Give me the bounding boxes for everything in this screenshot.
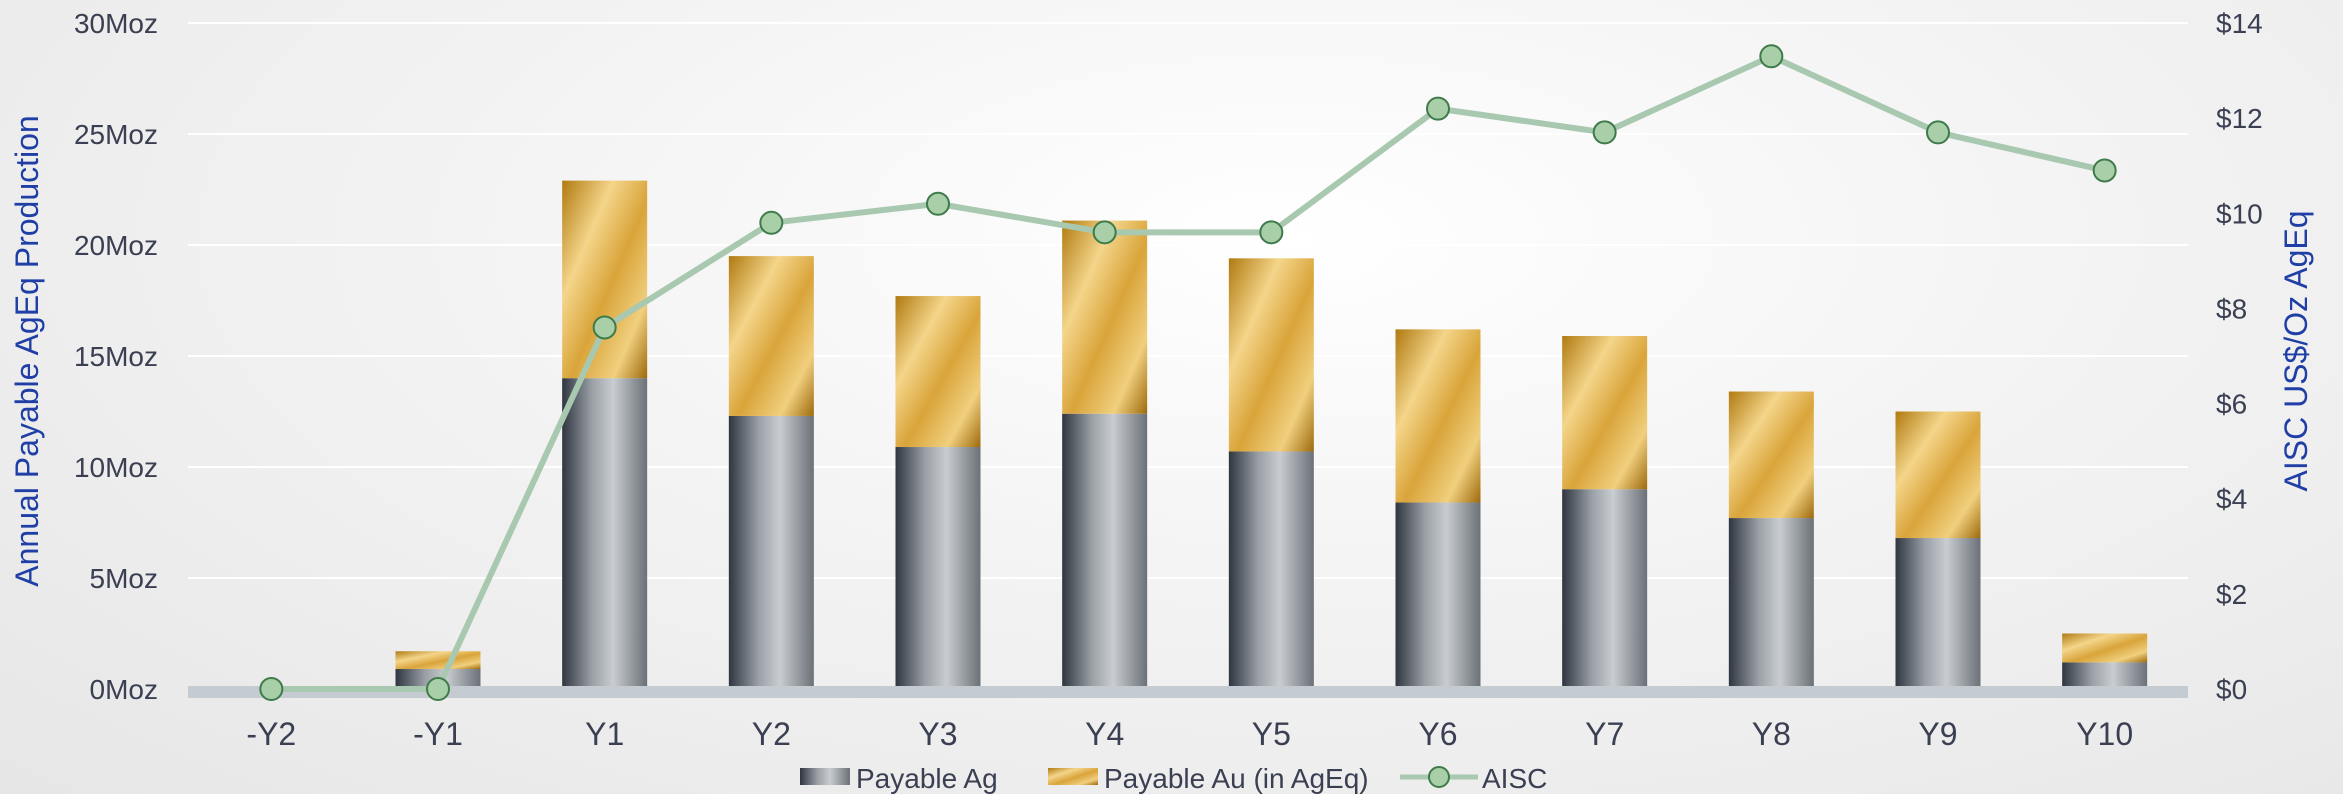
left-tick-label: 15Moz <box>74 341 158 372</box>
x-tick-label: Y6 <box>1418 716 1457 752</box>
bars <box>395 180 2148 689</box>
x-tick-label: -Y2 <box>246 716 296 752</box>
aisc-marker <box>1759 44 1784 69</box>
left-tick-label: 25Moz <box>74 119 158 150</box>
aisc-marker <box>1092 220 1117 245</box>
aisc-marker <box>926 191 950 216</box>
bar-payable-ag <box>895 447 981 689</box>
x-axis-baseline <box>188 686 2188 698</box>
x-tick-label: Y1 <box>585 716 624 752</box>
aisc-marker <box>1926 120 1950 145</box>
right-tick-label: $10 <box>2216 198 2263 229</box>
bar-payable-ag <box>1062 413 1148 689</box>
aisc-marker <box>592 315 617 340</box>
x-tick-label: Y9 <box>1918 716 1957 752</box>
bar-payable-au <box>562 180 648 379</box>
bar-payable-ag <box>562 378 648 689</box>
bar-payable-au <box>1728 391 1814 519</box>
bar-payable-au <box>1895 411 1981 539</box>
x-tick-label: Y7 <box>1585 716 1624 752</box>
aisc-marker <box>1426 96 1450 121</box>
x-tick-label: Y4 <box>1085 716 1124 752</box>
bar-payable-ag <box>1228 451 1314 689</box>
right-tick-label: $12 <box>2216 103 2263 134</box>
bar-payable-ag <box>728 415 814 689</box>
bar-payable-au <box>395 651 481 670</box>
x-tick-label: -Y1 <box>413 716 463 752</box>
x-tick-label: Y10 <box>2076 716 2133 752</box>
right-tick-label: $8 <box>2216 293 2247 324</box>
x-tick-label: Y8 <box>1752 716 1791 752</box>
gridlines <box>188 22 2188 690</box>
aisc-line-group <box>259 44 2117 701</box>
right-axis-title: AISC US$/Oz AgEq <box>2278 210 2314 491</box>
x-tick-label: Y3 <box>918 716 957 752</box>
bar-payable-au <box>2062 633 2148 663</box>
legend-marker-aisc <box>1428 766 1450 788</box>
left-axis-ticks: 0Moz 5Moz 10Moz 15Moz 20Moz 25Moz 30Moz <box>74 8 158 705</box>
left-axis-title: Annual Payable AgEq Production <box>9 115 45 586</box>
legend-label-aisc: AISC <box>1482 763 1547 794</box>
left-tick-label: 5Moz <box>90 563 158 594</box>
left-tick-label: 30Moz <box>74 8 158 39</box>
bar-payable-au <box>1562 336 1648 490</box>
bar-payable-au <box>1062 220 1148 414</box>
aisc-marker <box>2092 158 2117 183</box>
right-tick-label: $14 <box>2216 8 2263 39</box>
legend-label-payable-au: Payable Au (in AgEq) <box>1104 763 1369 794</box>
aisc-line <box>271 53 2106 692</box>
left-tick-label: 10Moz <box>74 452 158 483</box>
bar-payable-au <box>1395 329 1481 503</box>
aisc-marker <box>1592 120 1617 145</box>
x-tick-label: Y5 <box>1252 716 1291 752</box>
aisc-marker <box>426 677 450 701</box>
bar-payable-ag <box>1395 502 1481 689</box>
right-tick-label: $0 <box>2216 674 2247 705</box>
bar-payable-au <box>1228 258 1314 452</box>
aisc-marker <box>259 677 284 701</box>
right-tick-label: $2 <box>2216 579 2247 610</box>
bar-payable-ag <box>1728 518 1814 689</box>
bar-payable-ag <box>2062 662 2148 689</box>
legend-swatch-payable-au <box>1048 768 1098 785</box>
right-axis-ticks: $0 $2 $4 $6 $8 $10 $12 $14 <box>2216 8 2263 705</box>
bar-payable-ag <box>1895 538 1981 689</box>
x-axis-ticks: -Y2 -Y1 Y1 Y2 Y3 Y4 Y5 Y6 Y7 Y8 Y9 Y10 <box>246 716 2133 752</box>
right-tick-label: $6 <box>2216 389 2247 420</box>
legend: Payable Ag Payable Au (in AgEq) AISC <box>800 763 1547 794</box>
bar-payable-au <box>895 296 981 448</box>
legend-label-payable-ag: Payable Ag <box>856 763 998 794</box>
right-tick-label: $4 <box>2216 484 2247 515</box>
left-tick-label: 0Moz <box>90 674 158 705</box>
left-tick-label: 20Moz <box>74 230 158 261</box>
bar-payable-au <box>728 256 814 416</box>
x-tick-label: Y2 <box>752 716 791 752</box>
bar-payable-ag <box>1562 489 1648 689</box>
aisc-marker <box>1259 220 1284 245</box>
legend-swatch-payable-ag <box>800 768 850 785</box>
aisc-marker <box>759 210 784 235</box>
